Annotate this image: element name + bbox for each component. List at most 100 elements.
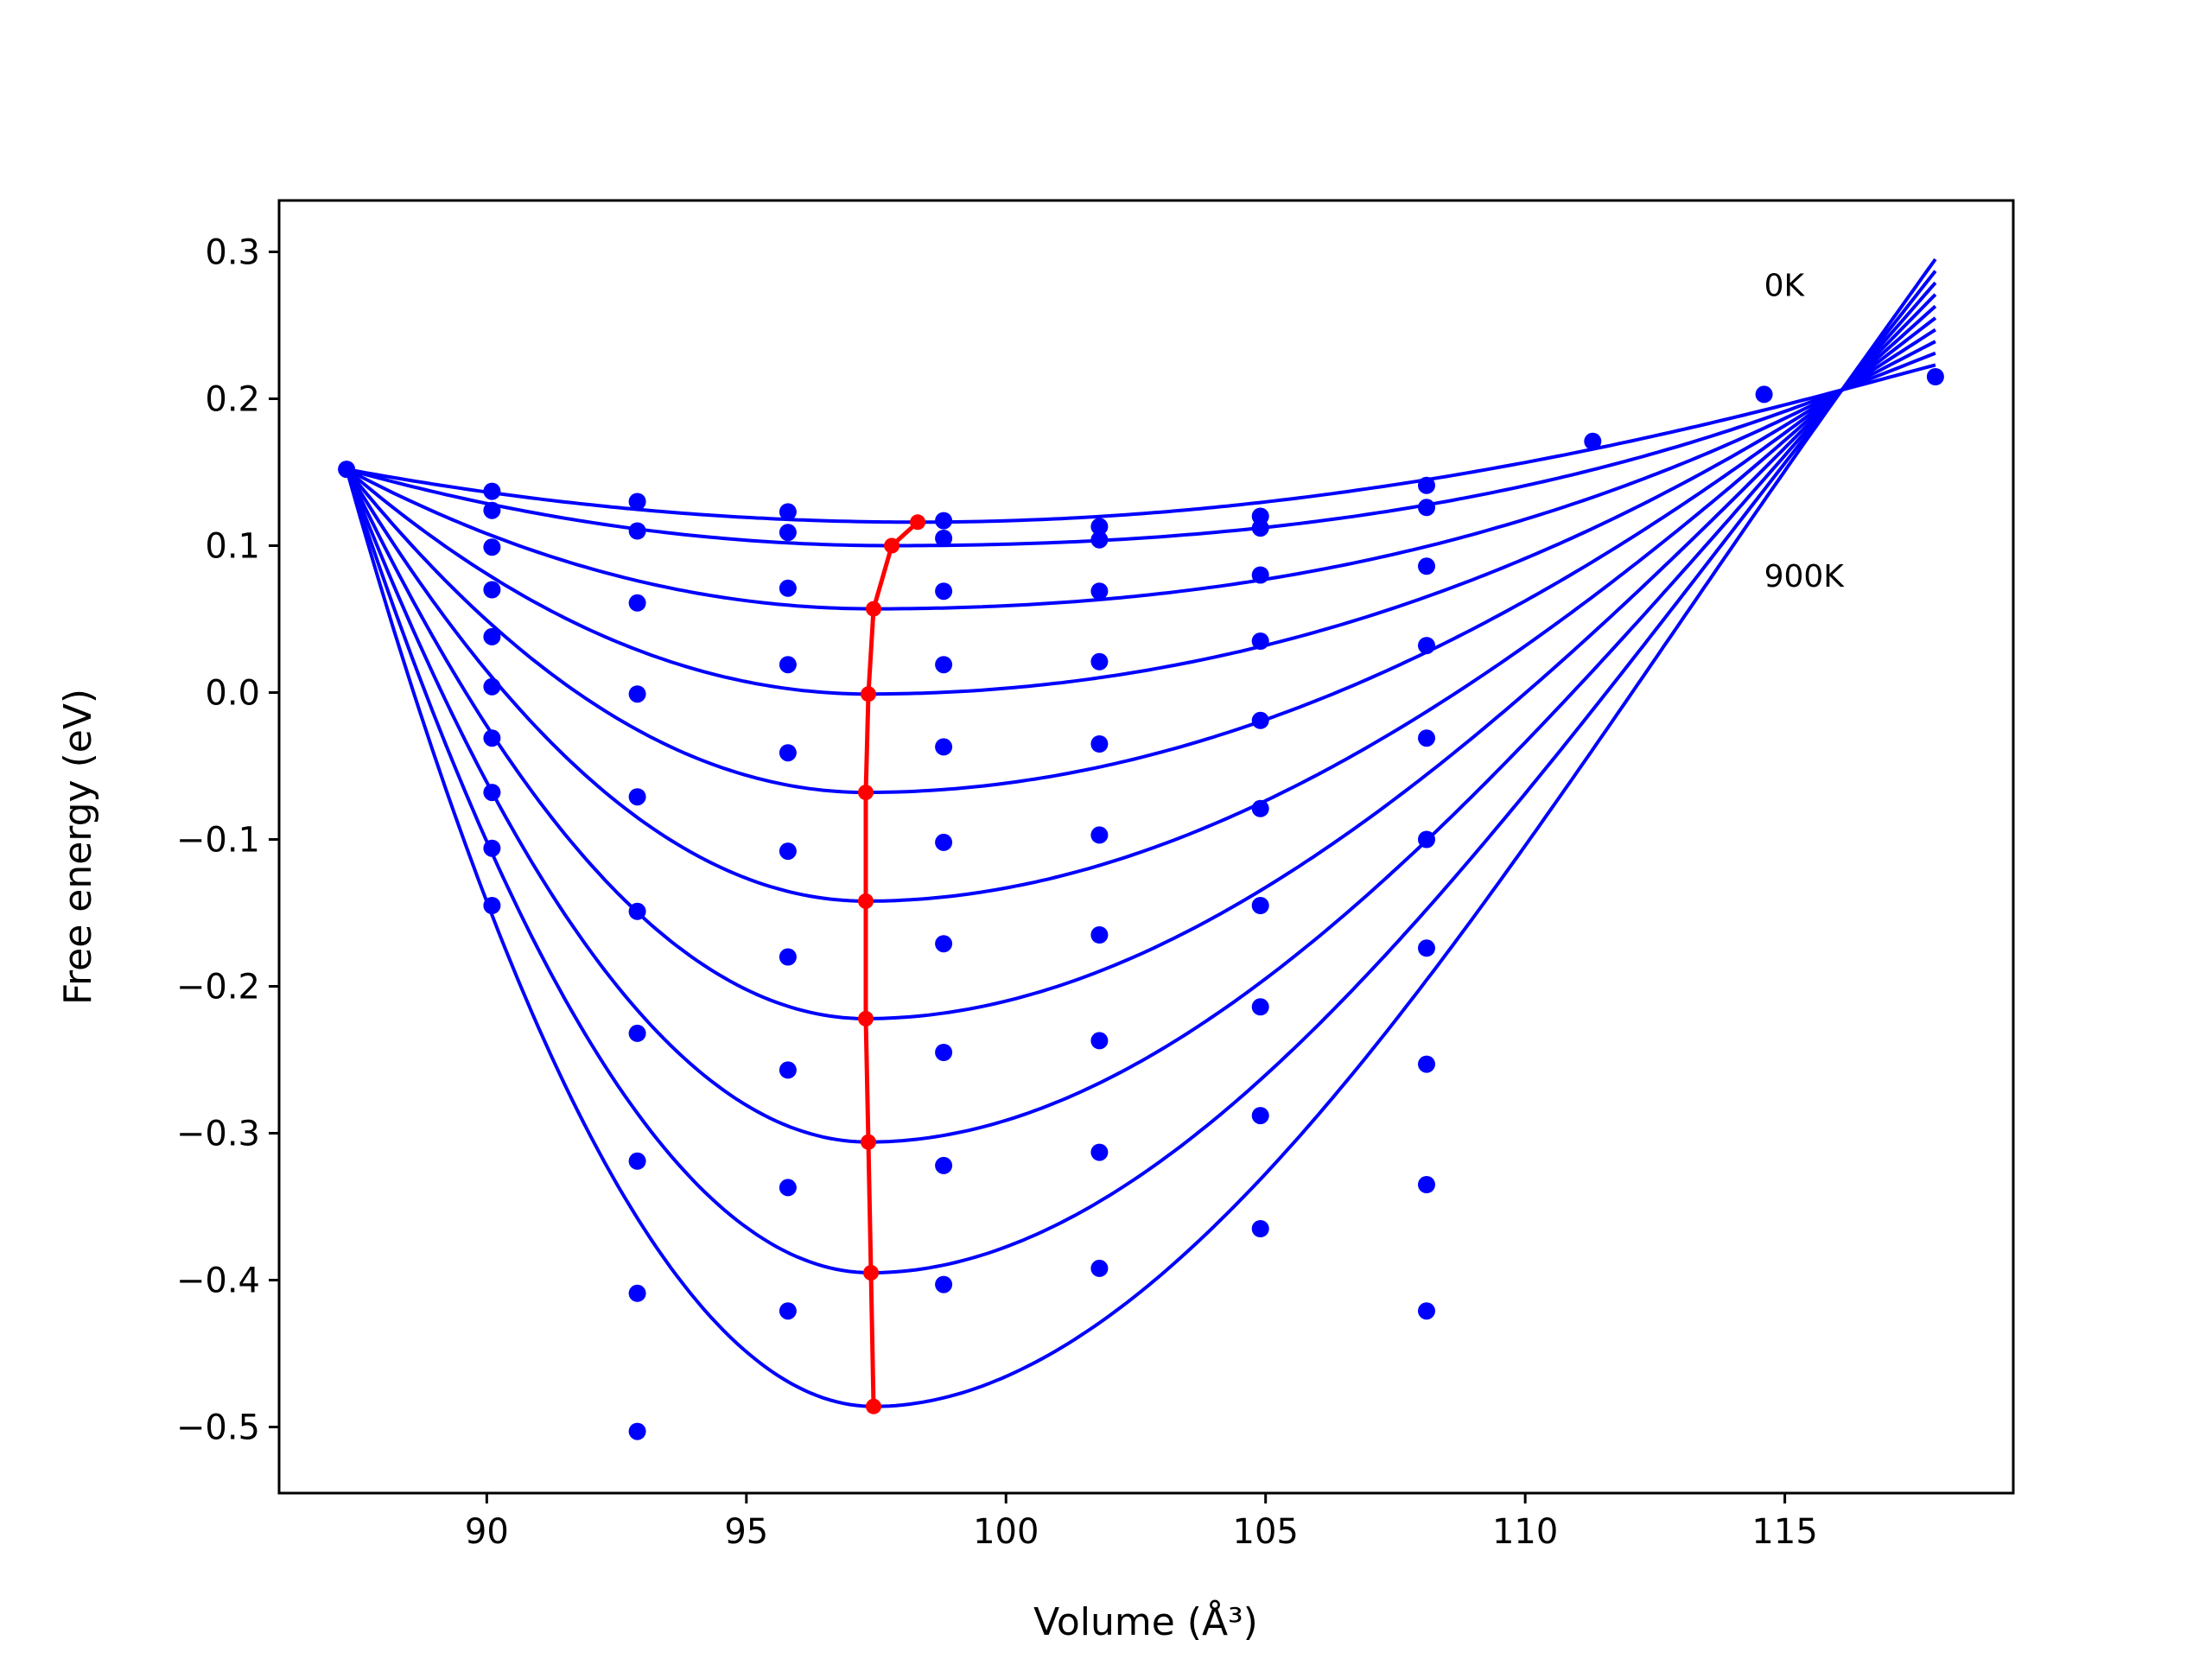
- data-point-58: [1251, 998, 1269, 1016]
- data-point-16: [628, 902, 646, 920]
- y-tick-label-5: −0.2: [176, 968, 260, 1007]
- y-tick-label-8: −0.5: [176, 1408, 260, 1448]
- x-axis-ticks: 90 95 100 105 110 115: [465, 1493, 1818, 1552]
- y-tick-label-6: −0.3: [176, 1115, 260, 1154]
- y-tick-label-3: 0.0: [205, 674, 260, 714]
- data-point-73: [1926, 368, 1944, 385]
- fit-curve-8: [345, 270, 1937, 1274]
- data-point-46: [1090, 826, 1109, 844]
- data-point-50: [1090, 1259, 1109, 1277]
- data-point-1: [483, 482, 501, 500]
- data-point-26: [779, 842, 797, 861]
- data-point-29: [779, 1179, 797, 1197]
- minimum-point-3: [861, 686, 876, 702]
- y-axis-ticks: 0.3 0.2 0.1 0.0 −0.1 −0.2 −0.3 −0.4 −0.5: [176, 233, 279, 1448]
- minimum-point-1: [884, 537, 900, 554]
- fit-curve-6: [345, 293, 1937, 1020]
- data-point-30: [779, 1302, 797, 1320]
- fit-curve-4: [345, 316, 1937, 795]
- data-point-14: [628, 685, 646, 703]
- data-point-19: [628, 1284, 646, 1302]
- data-point-48: [1090, 1032, 1109, 1050]
- data-point-43: [1090, 582, 1109, 601]
- data-point-64: [1418, 637, 1435, 655]
- data-point-31: [935, 512, 953, 530]
- fit-curve-7: [345, 281, 1937, 1144]
- data-point-27: [779, 948, 797, 966]
- y-tick-label-7: −0.4: [176, 1262, 260, 1301]
- annotation-1: 900K: [1764, 559, 1846, 594]
- data-point-57: [1251, 897, 1269, 914]
- x-tick-label-0: 90: [465, 1512, 509, 1552]
- minimum-point-5: [858, 893, 874, 909]
- data-points: [338, 368, 1944, 1440]
- data-point-59: [1251, 1107, 1269, 1125]
- minimum-point-7: [861, 1134, 876, 1150]
- data-point-45: [1090, 735, 1109, 753]
- data-point-0: [338, 461, 356, 479]
- data-point-55: [1251, 711, 1269, 729]
- data-point-62: [1418, 499, 1435, 517]
- data-point-22: [779, 524, 797, 542]
- minimum-point-0: [910, 514, 926, 531]
- minimum-line: [863, 520, 919, 1407]
- data-point-32: [935, 530, 953, 547]
- data-point-40: [935, 1275, 953, 1294]
- data-point-37: [935, 935, 953, 953]
- data-point-8: [483, 784, 501, 802]
- data-point-6: [483, 677, 501, 696]
- data-point-56: [1251, 799, 1269, 817]
- data-point-47: [1090, 926, 1109, 944]
- data-point-53: [1251, 566, 1269, 584]
- data-point-65: [1418, 729, 1435, 747]
- data-point-13: [628, 594, 646, 612]
- minimum-point-4: [858, 785, 874, 801]
- x-tick-label-3: 105: [1233, 1512, 1299, 1552]
- plot-frame: [277, 199, 2015, 1495]
- minimum-line-path: [863, 520, 919, 1407]
- fit-curve-0: [346, 363, 1936, 524]
- data-point-3: [483, 538, 501, 556]
- data-point-21: [779, 503, 797, 521]
- data-point-61: [1418, 476, 1435, 494]
- data-point-18: [628, 1152, 646, 1170]
- minimum-point-8: [863, 1265, 879, 1281]
- y-tick-label-2: 0.1: [205, 527, 260, 567]
- data-point-10: [483, 897, 501, 914]
- data-point-69: [1418, 1176, 1435, 1193]
- data-point-9: [483, 839, 501, 857]
- data-point-17: [628, 1024, 646, 1042]
- data-point-42: [1090, 531, 1109, 549]
- data-point-15: [628, 788, 646, 806]
- data-point-67: [1418, 939, 1435, 957]
- data-point-70: [1418, 1302, 1435, 1320]
- data-point-39: [935, 1156, 953, 1174]
- fit-curve-9: [345, 257, 1937, 1408]
- data-point-2: [483, 501, 501, 519]
- x-axis-label: Volume (Å³): [1033, 1599, 1258, 1644]
- x-tick-label-1: 95: [724, 1512, 768, 1552]
- annotation-0: 0K: [1764, 269, 1806, 304]
- minimum-point-9: [866, 1398, 881, 1414]
- data-point-63: [1418, 557, 1435, 575]
- data-point-33: [935, 582, 953, 601]
- data-point-68: [1418, 1055, 1435, 1073]
- fit-curve-2: [346, 340, 1936, 611]
- annotations: 0K 900K: [1764, 269, 1846, 595]
- minimum-points: [858, 514, 926, 1414]
- y-tick-label-4: −0.1: [176, 821, 260, 861]
- fit-curve-5: [345, 304, 1937, 903]
- data-point-25: [779, 744, 797, 762]
- data-point-7: [483, 729, 501, 747]
- data-point-54: [1251, 632, 1269, 650]
- fit-curves: [345, 257, 1937, 1408]
- plot-background: [279, 200, 2013, 1493]
- data-point-20: [628, 1422, 646, 1440]
- fit-curve-3: [345, 327, 1936, 696]
- y-axis-label: Free energy (eV): [56, 689, 100, 1005]
- data-point-60: [1251, 1220, 1269, 1237]
- minimum-point-2: [866, 601, 881, 617]
- data-point-36: [935, 833, 953, 851]
- data-point-11: [628, 493, 646, 511]
